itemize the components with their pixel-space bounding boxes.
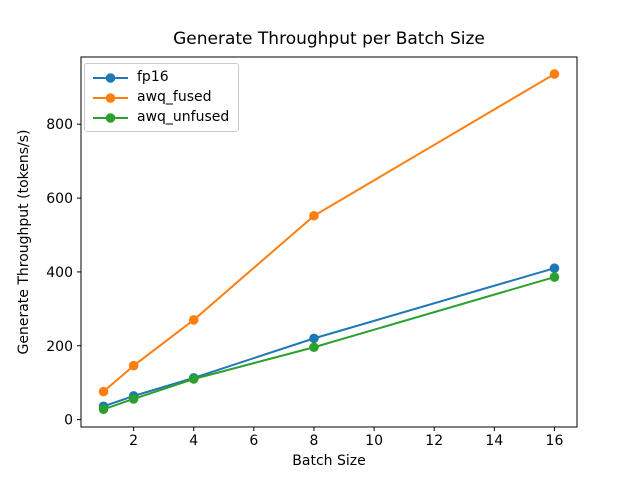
x-tick-label: 8 bbox=[310, 433, 319, 449]
y-axis-label: Generate Throughput (tokens/s) bbox=[16, 129, 32, 355]
data-point-awq_unfused bbox=[309, 342, 319, 353]
x-tick-label: 2 bbox=[129, 433, 138, 449]
legend-line-marker-icon bbox=[93, 112, 128, 123]
chart-title: Generate Throughput per Batch Size bbox=[173, 29, 485, 49]
data-point-awq_fused bbox=[549, 69, 560, 79]
data-point-awq_unfused bbox=[549, 272, 560, 282]
x-tick-label: 16 bbox=[546, 433, 564, 449]
x-tick-label: 10 bbox=[365, 433, 383, 449]
data-point-fp16 bbox=[549, 263, 560, 274]
data-point-awq_fused bbox=[128, 360, 139, 371]
legend-label-awq-unfused: awq_unfused bbox=[137, 109, 230, 125]
data-point-awq_fused bbox=[309, 210, 319, 221]
x-axis-label: Batch Size bbox=[292, 453, 366, 469]
legend-item-fp16: fp16 bbox=[92, 69, 229, 86]
plot-frame bbox=[80, 56, 578, 428]
y-tick-label: 0 bbox=[64, 413, 73, 429]
y-tick-label: 200 bbox=[46, 339, 73, 355]
legend-line-marker-icon bbox=[93, 72, 128, 83]
y-tick-label: 400 bbox=[46, 265, 73, 281]
data-point-fp16 bbox=[309, 333, 319, 344]
legend-line-marker-icon bbox=[93, 92, 128, 103]
x-tick-label: 6 bbox=[249, 433, 258, 449]
data-point-awq_unfused bbox=[98, 404, 109, 415]
data-point-awq_fused bbox=[98, 386, 109, 397]
series-line-awq_unfused bbox=[102, 276, 556, 411]
x-tick-label: 4 bbox=[189, 433, 198, 449]
y-tick-label: 600 bbox=[46, 191, 73, 207]
legend-item-awq-fused: awq_fused bbox=[92, 89, 229, 106]
legend: fp16 awq_fused awq_unfused bbox=[84, 63, 240, 132]
y-tick-label: 800 bbox=[46, 117, 73, 133]
legend-item-awq-unfused: awq_unfused bbox=[92, 109, 229, 126]
data-point-awq_unfused bbox=[128, 394, 139, 404]
data-point-awq_unfused bbox=[188, 374, 199, 384]
x-tick-label: 14 bbox=[485, 433, 503, 449]
legend-label-fp16: fp16 bbox=[137, 69, 169, 85]
data-point-awq_fused bbox=[188, 315, 199, 325]
legend-label-awq-fused: awq_fused bbox=[137, 89, 212, 105]
x-tick-label: 12 bbox=[425, 433, 443, 449]
